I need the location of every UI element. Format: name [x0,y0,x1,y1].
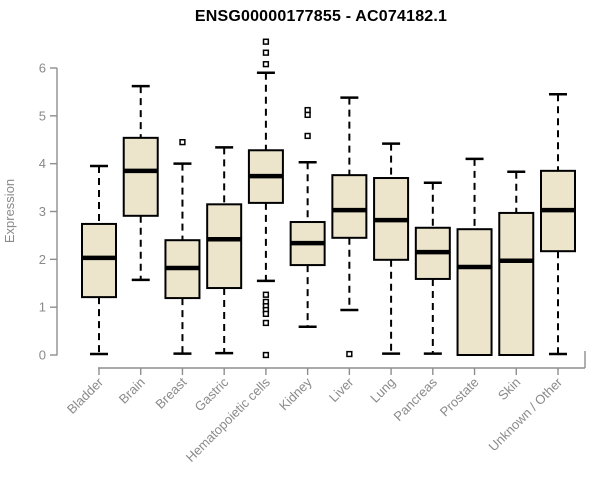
x-category-label: Kidney [276,374,315,413]
outlier-point [262,351,270,359]
y-tick-label: 1 [39,300,46,315]
y-axis-title: Expression [2,179,17,243]
x-category-label: Unknown / Other [486,374,566,454]
x-category-label: Breast [152,374,189,411]
outlier-point [262,310,270,318]
x-category-label: Skin [495,375,523,403]
outlier-point [179,138,186,146]
outlier-point [262,319,270,327]
box-prostate [456,228,493,356]
y-tick-label: 5 [39,108,46,123]
y-tick-label: 2 [39,252,46,267]
y-tick-label: 6 [39,61,46,76]
x-category-label: Prostate [437,375,482,420]
y-tick-label: 0 [39,348,46,363]
chart-title: ENSG00000177855 - AC074182.1 [194,8,448,25]
x-category-label: Bladder [64,374,107,417]
outlier-point [262,61,270,68]
box-gastric [206,203,243,290]
y-tick-label: 4 [39,156,46,171]
box-bladder [81,222,117,299]
outlier-point [346,350,353,358]
x-category-label: Liver [326,374,357,405]
x-category-label: Pancreas [390,374,440,424]
outlier-point [304,111,311,119]
outlier-point [262,291,270,298]
outlier-point [262,49,270,56]
x-category-label: Lung [367,375,398,406]
box-skin [498,211,535,356]
y-tick-label: 3 [39,204,46,219]
x-category-label: Gastric [192,374,232,414]
outlier-point [262,38,270,45]
x-category-label: Brain [116,375,148,407]
outlier-point [304,132,311,140]
box-liver [331,174,368,239]
box-brain [122,136,159,217]
